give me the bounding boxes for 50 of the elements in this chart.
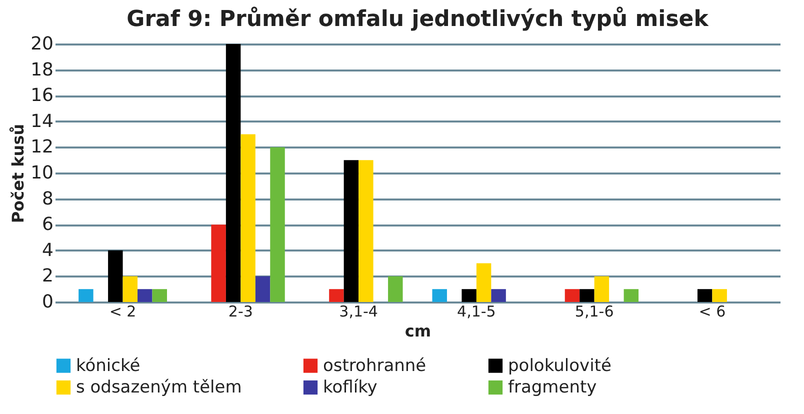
y-tick-label: 20 (30, 34, 54, 54)
bar (270, 147, 285, 302)
x-tick-label: 2-3 (228, 302, 253, 320)
bar (476, 263, 492, 302)
y-tick-label: 6 (42, 214, 54, 236)
bar (697, 289, 712, 302)
x-tick-label: 4,1-5 (457, 302, 496, 320)
bar (108, 250, 123, 302)
bar (211, 224, 226, 302)
bar (226, 44, 241, 302)
y-tick-label: 8 (42, 188, 54, 210)
bar (432, 289, 447, 302)
legend-label: s odsazeným tělem (76, 378, 242, 398)
bar (712, 289, 727, 302)
y-axis-title: Počet kusů (8, 124, 28, 224)
y-tick-label: 14 (30, 110, 54, 132)
bar (344, 160, 359, 302)
bar (255, 276, 270, 302)
bar (388, 276, 403, 302)
chart-title: Graf 9: Průměr omfalu jednotlivých typů misek (126, 6, 710, 32)
y-tick-label: 10 (30, 162, 54, 184)
legend-label: kónické (76, 356, 140, 376)
bar (564, 289, 580, 302)
y-tick-label: 12 (30, 136, 54, 158)
x-tick-label: < 6 (698, 302, 726, 320)
y-tick-label: 18 (30, 59, 54, 80)
bar (152, 289, 167, 302)
x-tick-label: < 2 (109, 302, 136, 320)
x-axis-title: cm (404, 322, 432, 340)
bar (358, 160, 374, 302)
legend-label: fragmenty (508, 378, 597, 398)
y-tick-label: 0 (42, 292, 54, 312)
bar (580, 289, 594, 302)
x-tick-label: 5,1-6 (574, 302, 614, 320)
legend-label: ostrohranné (323, 356, 426, 376)
x-tick-label: 3,1-4 (339, 302, 378, 320)
bar (138, 289, 152, 302)
bar (240, 134, 256, 302)
legend-label: polokulovité (508, 356, 612, 376)
bar (594, 276, 610, 302)
y-tick-label: 4 (42, 240, 54, 261)
bar (624, 289, 639, 302)
bar (329, 289, 344, 302)
bar (78, 289, 94, 302)
bar (491, 289, 506, 302)
legend-label: koflíky (323, 378, 378, 398)
bar (462, 289, 476, 302)
y-tick-label: 16 (30, 85, 54, 106)
bar (122, 276, 138, 302)
y-tick-label: 2 (42, 266, 54, 287)
